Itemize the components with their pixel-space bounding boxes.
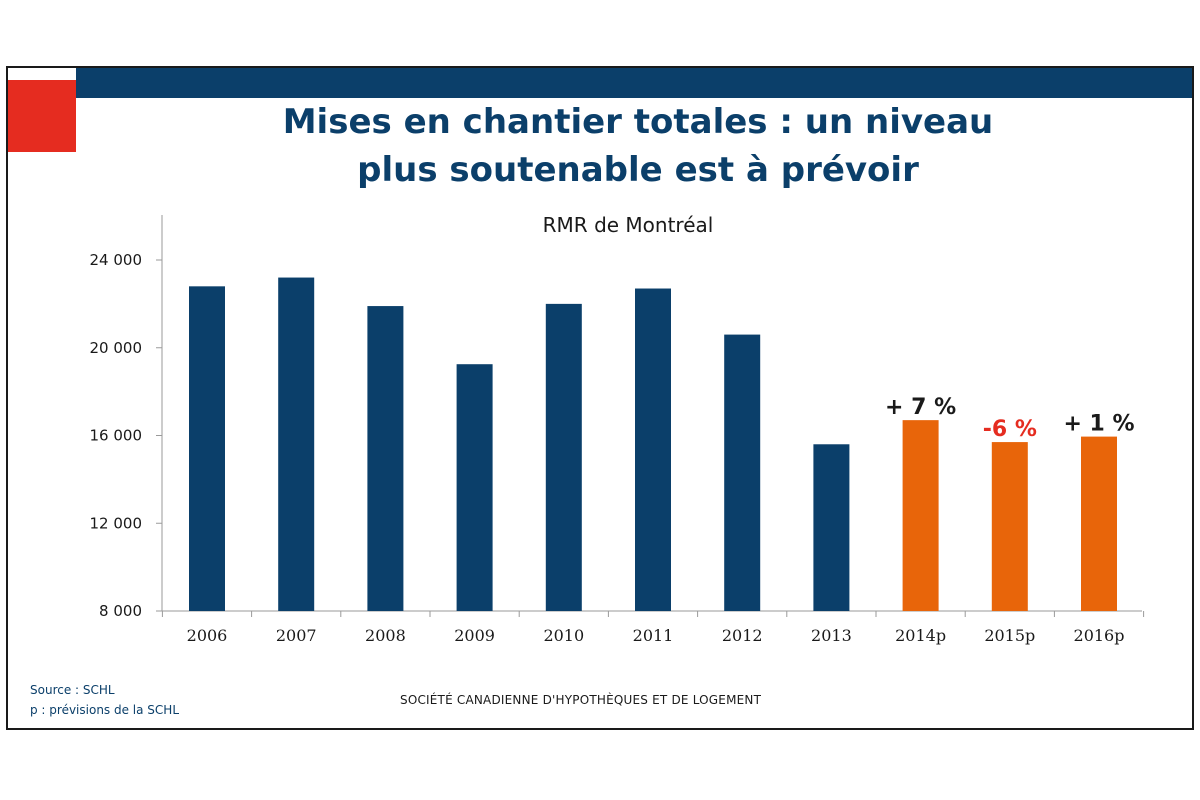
annotation-2015p: -6 %	[983, 417, 1037, 442]
y-tick-label: 20 000	[90, 339, 143, 357]
bar-2009	[456, 364, 493, 611]
bars	[189, 277, 1117, 611]
y-tick-label: 12 000	[90, 514, 143, 532]
x-label-2007: 2007	[276, 626, 317, 645]
x-label-2009: 2009	[454, 626, 495, 645]
x-label-2006: 2006	[187, 626, 228, 645]
source-text: Source : SCHL	[30, 683, 115, 697]
x-axis-labels: 2006 2007 2008 2009 2010 2011 2012 2013 2014p 201…	[187, 626, 1125, 645]
bar-2012	[724, 334, 761, 611]
bar-2015p	[991, 442, 1028, 611]
x-label-2016p: 2016p	[1074, 626, 1125, 645]
y-tick-label: 24 000	[90, 251, 143, 269]
y-axis-labels: 8 000 12 000 16 000 20 000 24 000	[90, 251, 143, 620]
footer-org-name: SOCIÉTÉ CANADIENNE D'HYPOTHÈQUES ET DE L…	[400, 693, 762, 707]
forecast-note: p : prévisions de la SCHL	[30, 703, 180, 717]
bar-2010	[545, 303, 582, 611]
annotations: + 7 % -6 % + 1 %	[885, 395, 1135, 442]
x-label-2011: 2011	[633, 626, 674, 645]
brand-red-square	[8, 80, 76, 152]
header-bar	[76, 68, 1192, 98]
title-line-2: plus soutenable est à prévoir	[357, 150, 919, 190]
source-note: Source : SCHL p : prévisions de la SCHL	[30, 680, 179, 720]
x-label-2008: 2008	[365, 626, 406, 645]
y-tick-label: 16 000	[90, 427, 143, 445]
annotation-2014p: + 7 %	[885, 395, 956, 420]
slide-title: Mises en chantier totales : un niveau pl…	[158, 98, 1118, 194]
bar-2014p	[902, 420, 939, 611]
title-line-1: Mises en chantier totales : un niveau	[282, 102, 994, 142]
x-label-2014p: 2014p	[895, 626, 946, 645]
bar-2006	[189, 286, 225, 611]
bar-2013	[813, 444, 850, 611]
bar-2008	[367, 306, 404, 611]
chart-subtitle: RMR de Montréal	[543, 213, 714, 237]
slide-frame: Mises en chantier totales : un niveau pl…	[6, 66, 1194, 730]
bar-2016p	[1081, 436, 1117, 611]
x-label-2015p: 2015p	[984, 626, 1035, 645]
annotation-2016p: + 1 %	[1063, 412, 1134, 437]
x-label-2013: 2013	[811, 626, 852, 645]
bar-2011	[635, 288, 671, 611]
x-label-2012: 2012	[722, 626, 763, 645]
x-label-2010: 2010	[543, 626, 584, 645]
bar-2007	[278, 277, 315, 611]
y-tick-label: 8 000	[99, 602, 142, 620]
